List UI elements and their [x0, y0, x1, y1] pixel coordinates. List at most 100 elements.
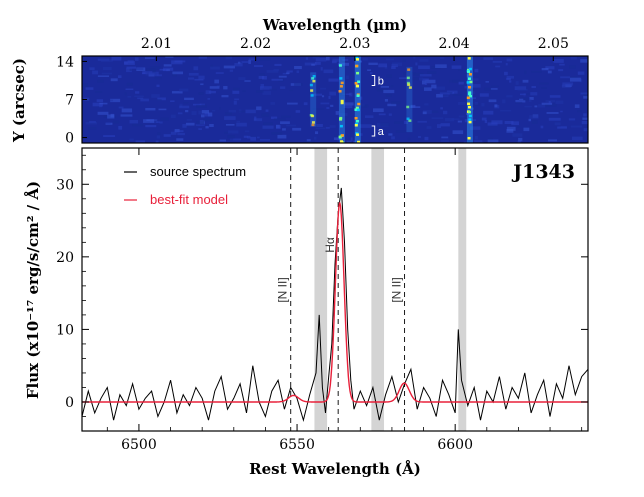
heatmap-noise-cell [541, 102, 553, 105]
heatmap-noise-cell [99, 102, 108, 105]
heatmap-noise-cell [250, 136, 257, 141]
heatmap-noise-cell [146, 68, 156, 72]
heatmap-noise-cell [470, 107, 474, 110]
heatmap-noise-cell [200, 114, 205, 118]
heatmap-noise-cell [403, 72, 416, 75]
heatmap-noise-cell [474, 140, 483, 143]
heatmap-noise-cell [89, 121, 96, 123]
heatmap-feature-speck [466, 81, 470, 84]
top-tick-label: 2.04 [438, 36, 469, 52]
heatmap-noise-cell [163, 67, 174, 71]
heatmap-noise-cell [548, 117, 561, 121]
heatmap-feature-speck [468, 91, 472, 94]
heatmap-noise-cell [170, 114, 176, 119]
heatmap-noise-cell [506, 126, 516, 131]
heatmap-noise-cell [156, 99, 162, 102]
heatmap-noise-cell [338, 62, 350, 66]
heatmap-noise-cell [548, 101, 551, 105]
heatmap-noise-cell [275, 125, 281, 129]
heatmap-feature-speck [340, 101, 344, 105]
heatmap-noise-cell [329, 125, 336, 128]
heatmap-feature-speck [467, 102, 471, 106]
heatmap-noise-cell [415, 62, 418, 66]
heatmap-noise-cell [229, 138, 240, 141]
heatmap-noise-cell [344, 102, 354, 106]
heatmap-noise-cell [152, 70, 156, 73]
heatmap-feature-speck [467, 70, 471, 73]
heatmap-noise-cell [547, 70, 552, 74]
heatmap-noise-cell [185, 109, 189, 113]
top-tick-label: 2.02 [240, 36, 271, 52]
heatmap-noise-cell [179, 88, 189, 92]
y-tick-label: 0 [65, 395, 74, 411]
heatmap-noise-cell [506, 129, 514, 133]
heatmap-noise-cell [358, 133, 363, 136]
line-marker-label: [N II] [390, 277, 404, 302]
heatmap-noise-cell [286, 70, 293, 73]
heatmap-noise-cell [464, 118, 471, 123]
heatmap-feature-speck [407, 83, 411, 86]
heatmap-noise-cell [219, 141, 223, 143]
heatmap-noise-cell [183, 101, 189, 104]
heatmap-noise-cell [152, 121, 159, 123]
heatmap-noise-cell [529, 96, 534, 100]
heatmap-noise-cell [182, 124, 187, 128]
heatmap-noise-cell [515, 81, 519, 85]
heatmap-feature-speck [311, 114, 315, 118]
heatmap-noise-cell [157, 132, 161, 136]
heatmap-feature-speck [469, 94, 473, 98]
heatmap-noise-cell [541, 68, 549, 71]
heatmap-noise-cell [441, 136, 449, 139]
top-tick-label: 2.05 [538, 36, 569, 52]
heatmap-noise-cell [391, 101, 401, 105]
heatmap-noise-cell [387, 103, 397, 107]
heatmap-noise-cell [165, 56, 174, 58]
heatmap-feature-speck [355, 56, 359, 60]
heatmap-noise-cell [196, 120, 205, 125]
heatmap-noise-cell [145, 107, 156, 111]
heatmap-noise-cell [342, 93, 351, 96]
heatmap-noise-cell [339, 92, 347, 96]
heatmap-noise-cell [338, 112, 348, 117]
heatmap-noise-cell [105, 122, 111, 124]
heatmap-noise-cell [419, 59, 429, 62]
slit-label: b [378, 75, 384, 87]
heatmap-feature-speck [339, 85, 343, 88]
heatmap-noise-cell [540, 125, 544, 129]
heatmap-noise-cell [82, 83, 89, 88]
heatmap-noise-cell [554, 122, 561, 126]
heatmap-noise-cell [364, 115, 374, 119]
heatmap-noise-cell [519, 93, 526, 96]
heatmap-noise-cell [145, 71, 157, 76]
heatmap-noise-cell [219, 139, 226, 142]
heatmap-noise-cell [474, 68, 479, 73]
x-tick-label: 6550 [279, 437, 315, 453]
heatmap-noise-cell [422, 78, 429, 81]
heatmap-noise-cell [429, 110, 439, 114]
x-tick-label: 6600 [437, 437, 473, 453]
heatmap-feature-speck [468, 118, 472, 121]
heatmap-noise-cell [156, 121, 160, 123]
heatmap-feature-speck [468, 120, 472, 124]
heatmap-noise-cell [303, 102, 308, 106]
heatmap-noise-cell [295, 110, 301, 113]
heatmap-noise-cell [559, 63, 565, 66]
heatmap-noise-cell [425, 79, 436, 84]
heatmap-feature-speck [340, 134, 344, 137]
heatmap-noise-cell [277, 134, 287, 139]
heatmap-noise-cell [92, 102, 103, 107]
sky-band [314, 148, 328, 431]
heatmap-noise-cell [362, 58, 368, 61]
heatmap-y-tick-label: 7 [65, 93, 74, 109]
heatmap-noise-cell [270, 116, 278, 119]
heatmap-noise-cell [451, 65, 462, 69]
heatmap-noise-cell [320, 102, 330, 105]
heatmap-noise-cell [358, 96, 363, 100]
heatmap-noise-cell [517, 140, 522, 143]
heatmap-noise-cell [571, 136, 583, 141]
heatmap-feature-speck [340, 99, 344, 103]
heatmap-noise-cell [263, 122, 273, 126]
heatmap-feature-speck [355, 106, 359, 110]
heatmap-noise-cell [287, 102, 298, 105]
